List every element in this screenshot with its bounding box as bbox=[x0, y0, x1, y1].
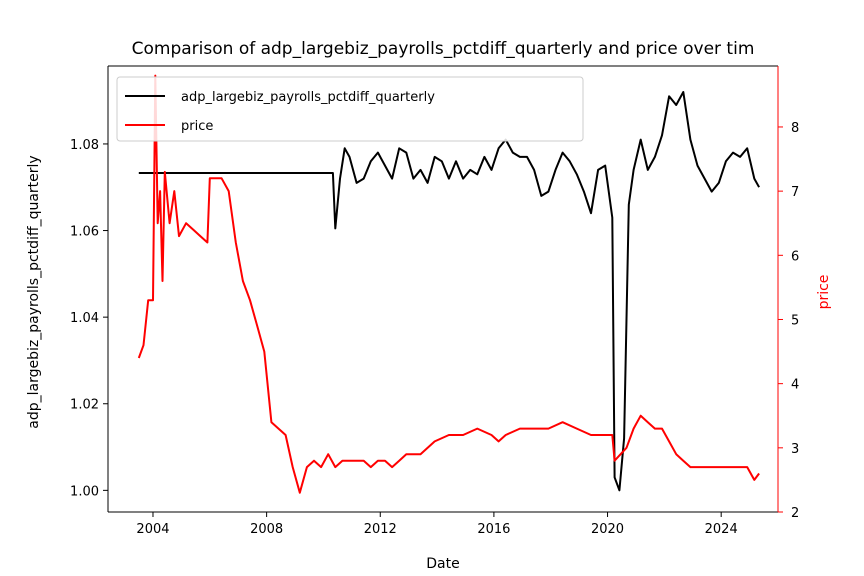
series-line-payrolls bbox=[138, 91, 760, 492]
y-right-tick-label: 8 bbox=[791, 121, 799, 136]
y-left-tick-label: 1.04 bbox=[70, 311, 99, 326]
legend-label-price: price bbox=[181, 119, 213, 134]
x-tick-label: 2020 bbox=[591, 522, 624, 537]
series-line-price bbox=[137, 74, 760, 494]
y-right-tick-label: 2 bbox=[791, 506, 799, 521]
chart-title: Comparison of adp_largebiz_payrolls_pctd… bbox=[132, 39, 755, 59]
x-axis-ticks: 2004 2008 2012 2016 2020 2024 bbox=[136, 512, 738, 537]
y-right-tick-label: 5 bbox=[791, 313, 799, 328]
axes-frame bbox=[107, 65, 779, 513]
legend: adp_largebiz_payrolls_pctdiff_quarterly … bbox=[116, 76, 584, 142]
y-left-axis-ticks: 1.00 1.02 1.04 1.06 1.08 bbox=[70, 138, 108, 499]
y-right-tick-label: 6 bbox=[791, 249, 799, 264]
y-right-tick-label: 7 bbox=[791, 185, 799, 200]
y-left-tick-label: 1.02 bbox=[70, 398, 99, 413]
y-right-axis-title: price bbox=[816, 275, 832, 310]
x-tick-label: 2004 bbox=[136, 522, 169, 537]
x-tick-label: 2008 bbox=[250, 522, 283, 537]
y-left-axis-title: adp_largebiz_payrolls_pctdiff_quarterly bbox=[26, 155, 42, 428]
x-tick-label: 2024 bbox=[705, 522, 738, 537]
x-axis-title: Date bbox=[426, 556, 459, 572]
y-right-tick-label: 3 bbox=[791, 442, 799, 457]
y-left-tick-label: 1.06 bbox=[70, 225, 99, 240]
series-layer bbox=[137, 74, 760, 494]
y-right-tick-label: 4 bbox=[791, 378, 799, 393]
y-right-axis-ticks: 2 3 4 5 6 7 8 bbox=[778, 121, 799, 521]
y-left-tick-label: 1.00 bbox=[70, 484, 99, 499]
x-tick-label: 2016 bbox=[477, 522, 510, 537]
legend-label-payrolls: adp_largebiz_payrolls_pctdiff_quarterly bbox=[181, 90, 435, 105]
x-tick-label: 2012 bbox=[364, 522, 397, 537]
y-left-tick-label: 1.08 bbox=[70, 138, 99, 153]
